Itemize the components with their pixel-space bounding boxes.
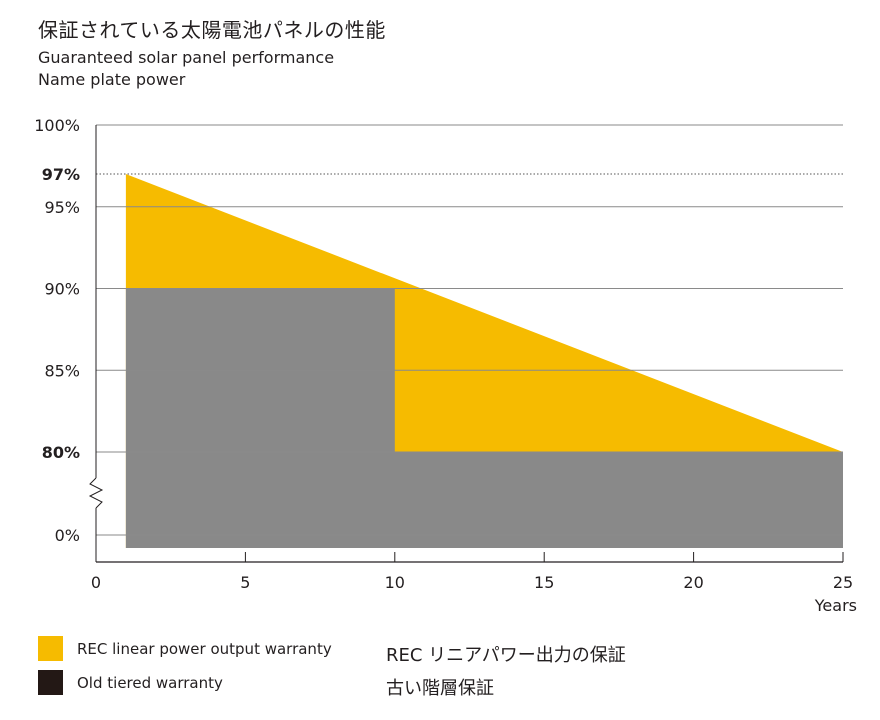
y-axis-break (88, 477, 104, 509)
legend-item-linear: REC linear power output warranty (38, 636, 332, 661)
x-axis-label: Years (814, 596, 857, 615)
y-tick-label: 85% (44, 361, 80, 380)
chart-subtitle: Guaranteed solar panel performance (38, 48, 335, 67)
x-tick-label: 0 (91, 573, 101, 592)
chart-title: 保証されている太陽電池パネルの性能 (38, 18, 386, 42)
legend-label-tiered: Old tiered warranty (77, 673, 223, 692)
series-area-tiered (125, 288, 843, 548)
y-tick-label: 95% (44, 198, 80, 217)
y-tick-label: 80% (42, 443, 80, 462)
legend-item-tiered: Old tiered warranty (38, 670, 223, 695)
legend-label-linear: REC linear power output warranty (77, 639, 332, 658)
x-tick-label: 5 (240, 573, 250, 592)
x-tick-label: 20 (683, 573, 703, 592)
legend-jp-linear: REC リニアパワー出力の保証 (386, 645, 626, 666)
x-tick-label: 25 (833, 573, 853, 592)
y-tick-label: 100% (34, 116, 80, 135)
y-tick-label: 0% (55, 526, 80, 545)
legend-jp-tiered: 古い階層保証 (386, 678, 494, 699)
x-tick-label: 15 (534, 573, 554, 592)
y-tick-label: 90% (44, 280, 80, 299)
legend-swatch-tiered (38, 670, 63, 695)
y-tick-label: 97% (42, 165, 80, 184)
chart-subtitle-2: Name plate power (38, 70, 186, 89)
legend-swatch-linear (38, 636, 63, 661)
x-tick-label: 10 (385, 573, 405, 592)
